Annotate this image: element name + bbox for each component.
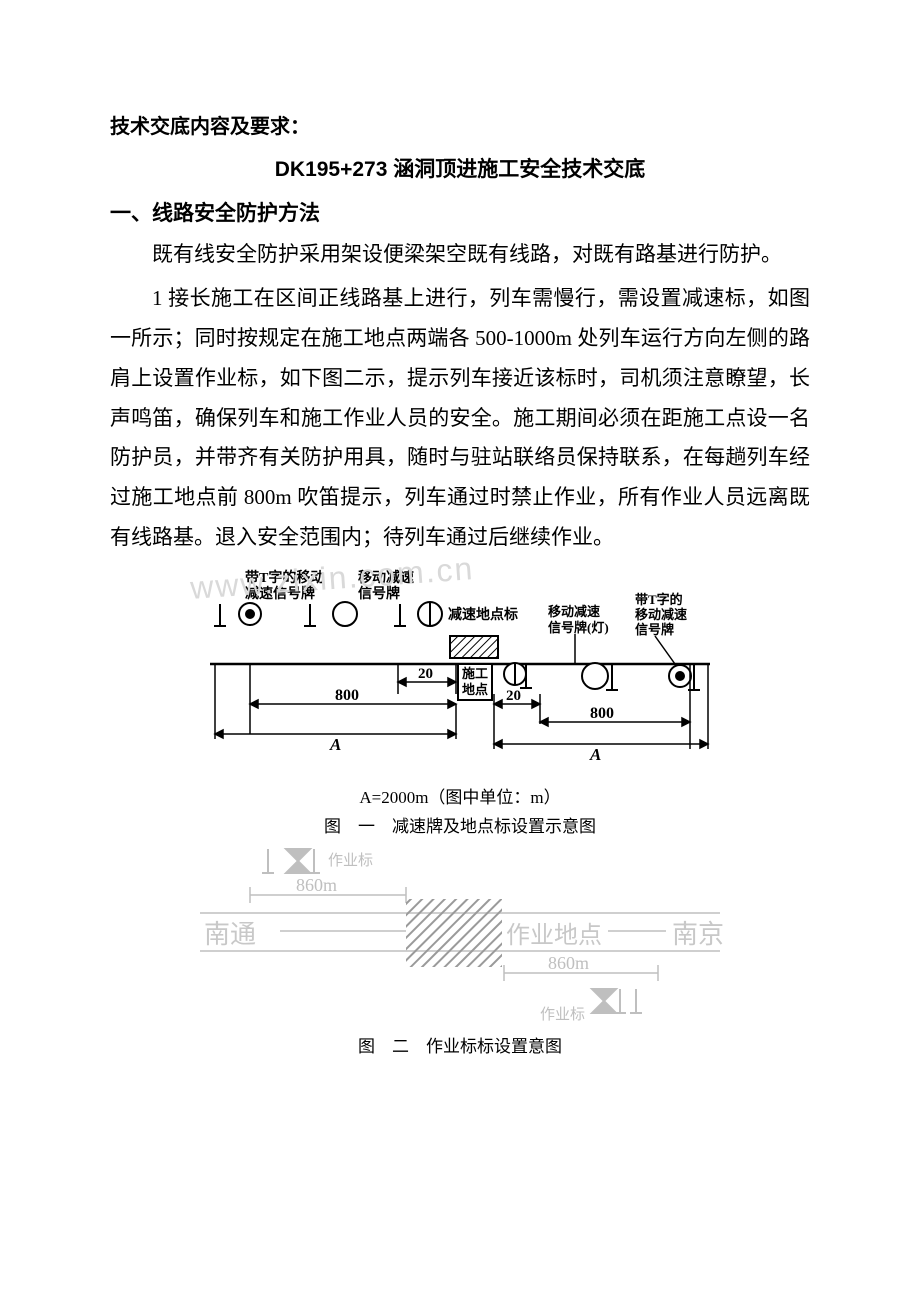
fig1-val-800l: 800 bbox=[335, 687, 359, 704]
fig2-label-wt: 作业标 bbox=[328, 852, 373, 869]
header-line: 技术交底内容及要求： bbox=[110, 110, 810, 139]
fig2-label-860b: 860m bbox=[548, 953, 589, 973]
document-title: DK195+273 涵洞顶进施工安全技术交底 bbox=[110, 153, 810, 183]
fig1-label-tr1: 带T字的 bbox=[635, 592, 683, 607]
fig1-label-c1: 施工 bbox=[462, 666, 488, 681]
figure-2-svg: 作业标 860m 南通 作业地点 南京 bbox=[160, 843, 760, 1023]
figure-2: 作业标 860m 南通 作业地点 南京 bbox=[110, 843, 810, 1028]
fig1-label-sp: 减速地点标 bbox=[448, 606, 518, 623]
fig1-val-Ar: A bbox=[589, 745, 601, 764]
fig2-label-wb: 作业标 bbox=[540, 1006, 585, 1023]
fig1-label-tr3: 信号牌 bbox=[635, 622, 674, 637]
fig1-label-msr1: 移动减速 bbox=[548, 604, 600, 619]
figure-1: www.zixin.com.cn 带T字的移动 减速信号牌 移动减速 信号牌 bbox=[110, 564, 810, 779]
fig2-label-nj: 南京 bbox=[672, 920, 724, 949]
fig1-label-ms1: 移动减速 bbox=[358, 569, 414, 586]
fig2-label-860t: 860m bbox=[296, 875, 337, 895]
fig1-caption-a: A=2000m（图中单位：m） bbox=[110, 783, 810, 808]
fig1-label-msr2: 信号牌(灯) bbox=[548, 620, 609, 635]
fig1-val-20r: 20 bbox=[506, 688, 521, 704]
fig2-caption-main: 图 二 作业标标设置意图 bbox=[110, 1032, 810, 1057]
section-1-heading: 一、线路安全防护方法 bbox=[110, 197, 810, 227]
figure-1-svg: 带T字的移动 减速信号牌 移动减速 信号牌 bbox=[190, 564, 730, 774]
fig1-label-t2: 减速信号牌 bbox=[245, 585, 315, 602]
para-1: 既有线安全防护采用架设便梁架空既有线路，对既有路基进行防护。 bbox=[110, 235, 810, 275]
para-2: 1 接长施工在区间正线路基上进行，列车需慢行，需设置减速标，如图一所示；同时按规… bbox=[110, 279, 810, 558]
fig1-label-tr2: 移动减速 bbox=[635, 607, 687, 622]
fig2-label-wp: 作业地点 bbox=[506, 922, 602, 949]
fig1-val-800r: 800 bbox=[590, 705, 614, 722]
fig1-caption-main: 图 一 减速牌及地点标设置示意图 bbox=[110, 812, 810, 837]
fig1-label-t1: 带T字的移动 bbox=[245, 569, 324, 586]
fig1-label-c2: 地点 bbox=[462, 682, 488, 697]
fig1-val-Al: A bbox=[329, 735, 341, 754]
fig1-val-20l: 20 bbox=[418, 666, 433, 682]
fig1-label-ms2: 信号牌 bbox=[358, 585, 400, 602]
fig2-label-nt: 南通 bbox=[204, 920, 256, 949]
